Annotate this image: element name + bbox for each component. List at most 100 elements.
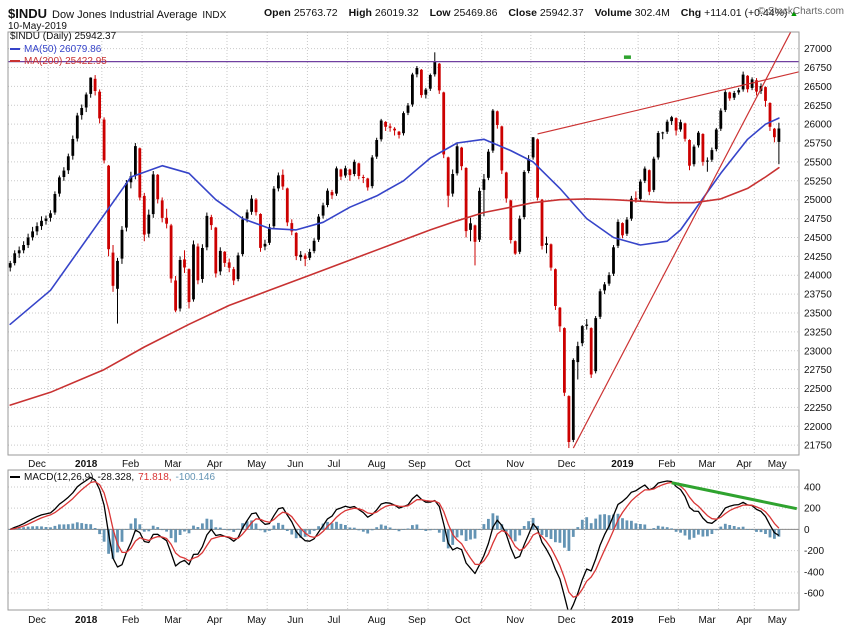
svg-text:Feb: Feb xyxy=(658,459,676,470)
macd-swatch xyxy=(10,476,20,479)
svg-text:Apr: Apr xyxy=(207,615,223,626)
svg-text:May: May xyxy=(247,615,266,626)
svg-text:25000: 25000 xyxy=(804,195,832,206)
svg-text:Apr: Apr xyxy=(736,615,752,626)
svg-text:27000: 27000 xyxy=(804,44,832,55)
price-panel-frame xyxy=(7,31,800,456)
stat-high-value: 26019.32 xyxy=(374,7,419,19)
svg-text:Feb: Feb xyxy=(122,615,140,626)
ma50-swatch xyxy=(10,47,20,50)
stat-close-label: Close xyxy=(508,7,537,19)
svg-text:-600: -600 xyxy=(804,589,824,600)
macd-green-trendline xyxy=(671,481,798,511)
svg-text:Jul: Jul xyxy=(328,615,341,626)
svg-text:22250: 22250 xyxy=(804,403,832,414)
svg-text:Apr: Apr xyxy=(207,459,223,470)
macd-panel-frame xyxy=(7,469,800,611)
month-grid: Dec Dec 2018 2018 Feb Feb Mar Mar Apr Apr May May Ju… xyxy=(28,32,787,626)
macd-signal-line xyxy=(10,480,780,598)
svg-text:Nov: Nov xyxy=(506,615,524,626)
svg-text:21750: 21750 xyxy=(804,441,832,452)
svg-text:Jul: Jul xyxy=(328,459,341,470)
macd-title: MACD(12,26,9) xyxy=(24,472,94,483)
svg-text:22500: 22500 xyxy=(804,384,832,395)
svg-text:22000: 22000 xyxy=(804,422,832,433)
svg-text:2019: 2019 xyxy=(611,615,634,626)
svg-text:24750: 24750 xyxy=(804,214,832,225)
svg-text:26250: 26250 xyxy=(804,101,832,112)
price-trendlines xyxy=(537,32,799,449)
svg-text:26750: 26750 xyxy=(804,63,832,74)
candlesticks xyxy=(8,52,781,449)
svg-text:-200: -200 xyxy=(804,546,824,557)
ma50-line xyxy=(9,117,780,326)
svg-text:25500: 25500 xyxy=(804,157,832,168)
svg-text:23750: 23750 xyxy=(804,290,832,301)
svg-text:May: May xyxy=(247,459,266,470)
svg-text:200: 200 xyxy=(804,504,821,515)
svg-text:2019: 2019 xyxy=(611,459,634,470)
svg-text:Feb: Feb xyxy=(658,615,676,626)
stat-low-label: Low xyxy=(429,7,451,19)
stat-close-value: 25942.37 xyxy=(539,7,584,19)
stat-volume-label: Volume xyxy=(594,7,632,19)
ma200-line xyxy=(9,166,780,406)
svg-text:Sep: Sep xyxy=(408,615,426,626)
ma200-label: MA(200) 25422.95 xyxy=(24,56,107,67)
svg-text:25250: 25250 xyxy=(804,176,832,187)
svg-text:Oct: Oct xyxy=(455,459,471,470)
stat-open-label: Open xyxy=(264,7,291,19)
svg-text:Jun: Jun xyxy=(287,615,303,626)
svg-text:Oct: Oct xyxy=(455,615,471,626)
stockcharts-credit: © StockCharts.com xyxy=(757,6,844,17)
svg-text:Mar: Mar xyxy=(164,615,182,626)
svg-text:May: May xyxy=(768,615,787,626)
svg-text:Dec: Dec xyxy=(28,459,46,470)
svg-text:May: May xyxy=(768,459,787,470)
svg-text:24500: 24500 xyxy=(804,233,832,244)
svg-text:Sep: Sep xyxy=(408,459,426,470)
chart-header: $INDU Dow Jones Industrial Average INDX xyxy=(8,5,226,23)
svg-text:24250: 24250 xyxy=(804,252,832,263)
stat-open-value: 25763.72 xyxy=(293,7,338,19)
svg-text:Dec: Dec xyxy=(558,459,576,470)
svg-text:Dec: Dec xyxy=(558,615,576,626)
svg-text:2018: 2018 xyxy=(75,459,98,470)
price-grid: 27000 26750 26500 26250 26000 25750 25500 25250… xyxy=(8,44,832,452)
exchange: INDX xyxy=(202,10,227,21)
green-marker xyxy=(623,55,631,59)
chart-date: 10-May-2019 xyxy=(8,21,67,32)
symbol-name: Dow Jones Industrial Average xyxy=(52,9,198,21)
svg-text:400: 400 xyxy=(804,482,821,493)
svg-text:Aug: Aug xyxy=(368,615,386,626)
svg-text:Mar: Mar xyxy=(698,615,716,626)
svg-text:24000: 24000 xyxy=(804,271,832,282)
quote-stats: Open 25763.72 High 26019.32 Low 25469.86 Cl… xyxy=(264,7,798,19)
price-legend-main: $INDU (Daily) 25942.37 xyxy=(10,31,117,42)
svg-text:Jun: Jun xyxy=(287,459,303,470)
macd-line-value: -28.328, xyxy=(97,472,135,483)
svg-text:22750: 22750 xyxy=(804,365,832,376)
svg-text:Aug: Aug xyxy=(368,459,386,470)
price-legend: $INDU (Daily) 25942.37 MA(50) 26079.86 M… xyxy=(10,31,116,69)
svg-text:-400: -400 xyxy=(804,567,824,578)
ma200-swatch xyxy=(10,60,20,63)
svg-text:26000: 26000 xyxy=(804,120,832,131)
stat-volume-value: 302.4M xyxy=(634,7,670,19)
macd-signal-value: 71.818, xyxy=(138,472,172,483)
macd-hist-value: -100.146 xyxy=(175,472,216,483)
macd-legend: MACD(12,26,9) -28.328, 71.818, -100.146 xyxy=(10,472,215,483)
svg-text:Feb: Feb xyxy=(122,459,140,470)
svg-text:Mar: Mar xyxy=(164,459,182,470)
svg-text:23250: 23250 xyxy=(804,327,832,338)
svg-text:Mar: Mar xyxy=(698,459,716,470)
stat-high-label: High xyxy=(348,7,372,19)
stat-low-value: 25469.86 xyxy=(453,7,498,19)
svg-text:0: 0 xyxy=(804,525,810,536)
svg-text:2018: 2018 xyxy=(75,615,98,626)
stat-change-value: +114.01 (+0.44%) xyxy=(704,7,788,19)
svg-text:Dec: Dec xyxy=(28,615,46,626)
ma50-label: MA(50) 26079.86 xyxy=(24,43,102,55)
